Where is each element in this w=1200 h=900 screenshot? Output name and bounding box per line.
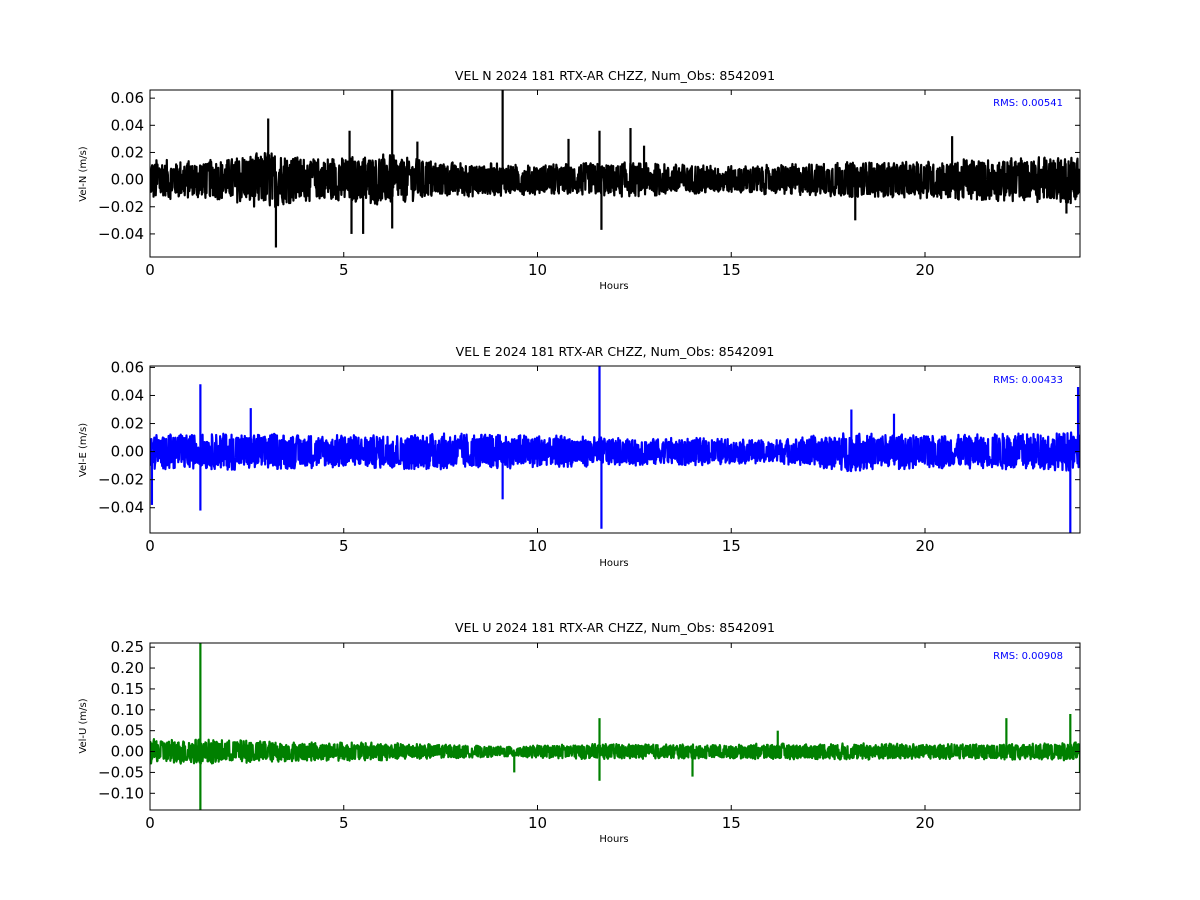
x-tick-label-vel-e: 10	[528, 537, 547, 555]
series-line-vel-n	[150, 152, 1080, 208]
y-tick-label-vel-e: 0.06	[111, 358, 144, 376]
chart-title-vel-e: VEL E 2024 181 RTX-AR CHZZ, Num_Obs: 854…	[456, 344, 775, 359]
series-line-vel-e	[150, 431, 1080, 473]
x-tick-label-vel-u: 0	[145, 814, 155, 832]
x-tick-label-vel-n: 5	[339, 261, 349, 279]
y-tick-label-vel-u: −0.05	[98, 763, 144, 781]
y-tick-label-vel-u: 0.15	[111, 680, 144, 698]
panel-vel-e: VEL E 2024 181 RTX-AR CHZZ, Num_Obs: 854…	[78, 344, 1081, 569]
x-axis-label-vel-u: Hours	[599, 834, 628, 845]
y-tick-label-vel-e: −0.04	[98, 499, 144, 517]
rms-label-vel-n: RMS: 0.00541	[993, 98, 1063, 109]
x-tick-label-vel-n: 20	[915, 261, 934, 279]
x-tick-label-vel-e: 20	[915, 537, 934, 555]
x-tick-label-vel-n: 15	[722, 261, 741, 279]
x-axis-label-vel-n: Hours	[599, 281, 628, 292]
y-tick-label-vel-e: 0.00	[111, 443, 144, 461]
y-tick-label-vel-n: 0.06	[111, 89, 144, 107]
y-axis-label-vel-u: Vel-U (m/s)	[78, 698, 89, 753]
x-tick-label-vel-u: 20	[915, 814, 934, 832]
chart-title-vel-n: VEL N 2024 181 RTX-AR CHZZ, Num_Obs: 854…	[455, 68, 775, 83]
y-tick-label-vel-n: 0.02	[111, 143, 144, 161]
chart-title-vel-u: VEL U 2024 181 RTX-AR CHZZ, Num_Obs: 854…	[455, 620, 775, 635]
x-tick-label-vel-e: 0	[145, 537, 155, 555]
y-tick-label-vel-u: −0.10	[98, 784, 144, 802]
y-tick-label-vel-u: 0.00	[111, 743, 144, 761]
x-tick-label-vel-e: 5	[339, 537, 349, 555]
y-tick-label-vel-u: 0.10	[111, 701, 144, 719]
panel-vel-u: VEL U 2024 181 RTX-AR CHZZ, Num_Obs: 854…	[78, 620, 1081, 845]
x-axis-label-vel-e: Hours	[599, 558, 628, 569]
y-tick-label-vel-u: 0.20	[111, 659, 144, 677]
panel-vel-n: VEL N 2024 181 RTX-AR CHZZ, Num_Obs: 854…	[78, 68, 1081, 292]
y-tick-label-vel-u: 0.25	[111, 638, 144, 656]
y-tick-label-vel-n: 0.04	[111, 116, 144, 134]
x-tick-label-vel-u: 10	[528, 814, 547, 832]
y-tick-label-vel-e: 0.02	[111, 415, 144, 433]
y-tick-label-vel-n: 0.00	[111, 171, 144, 189]
y-axis-label-vel-e: Vel-E (m/s)	[78, 423, 89, 477]
x-tick-label-vel-e: 15	[722, 537, 741, 555]
y-tick-label-vel-e: 0.04	[111, 386, 144, 404]
y-axis-label-vel-n: Vel-N (m/s)	[78, 146, 89, 201]
y-tick-label-vel-e: −0.02	[98, 471, 144, 489]
x-tick-label-vel-u: 15	[722, 814, 741, 832]
y-tick-label-vel-n: −0.02	[98, 198, 144, 216]
rms-label-vel-e: RMS: 0.00433	[993, 375, 1063, 386]
rms-label-vel-u: RMS: 0.00908	[993, 651, 1063, 662]
x-tick-label-vel-n: 10	[528, 261, 547, 279]
y-tick-label-vel-u: 0.05	[111, 722, 144, 740]
y-tick-label-vel-n: −0.04	[98, 225, 144, 243]
axes-frame-vel-n	[149, 89, 1081, 258]
axes-frame-vel-u	[149, 642, 1081, 811]
series-line-vel-u	[150, 737, 1080, 765]
x-tick-label-vel-u: 5	[339, 814, 349, 832]
x-tick-label-vel-n: 0	[145, 261, 155, 279]
axes-frame-vel-e	[149, 365, 1081, 534]
